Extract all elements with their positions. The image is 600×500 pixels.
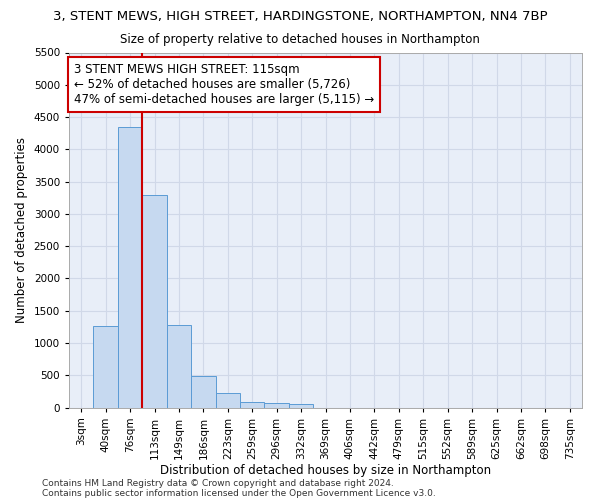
Bar: [167, 325, 191, 407]
Bar: [265, 402, 289, 407]
Bar: [118, 128, 142, 407]
Bar: [142, 194, 167, 408]
Text: 3, STENT MEWS, HIGH STREET, HARDINGSTONE, NORTHAMPTON, NN4 7BP: 3, STENT MEWS, HIGH STREET, HARDINGSTONE…: [53, 10, 547, 23]
Bar: [240, 402, 265, 407]
Bar: [191, 376, 215, 408]
X-axis label: Distribution of detached houses by size in Northampton: Distribution of detached houses by size …: [160, 464, 491, 477]
Text: 3 STENT MEWS HIGH STREET: 115sqm
← 52% of detached houses are smaller (5,726)
47: 3 STENT MEWS HIGH STREET: 115sqm ← 52% o…: [74, 63, 374, 106]
Bar: [215, 394, 240, 407]
Y-axis label: Number of detached properties: Number of detached properties: [15, 137, 28, 323]
Text: Contains HM Land Registry data © Crown copyright and database right 2024.: Contains HM Land Registry data © Crown c…: [42, 478, 394, 488]
Bar: [289, 404, 313, 407]
Bar: [94, 326, 118, 407]
Text: Size of property relative to detached houses in Northampton: Size of property relative to detached ho…: [120, 32, 480, 46]
Text: Contains public sector information licensed under the Open Government Licence v3: Contains public sector information licen…: [42, 488, 436, 498]
